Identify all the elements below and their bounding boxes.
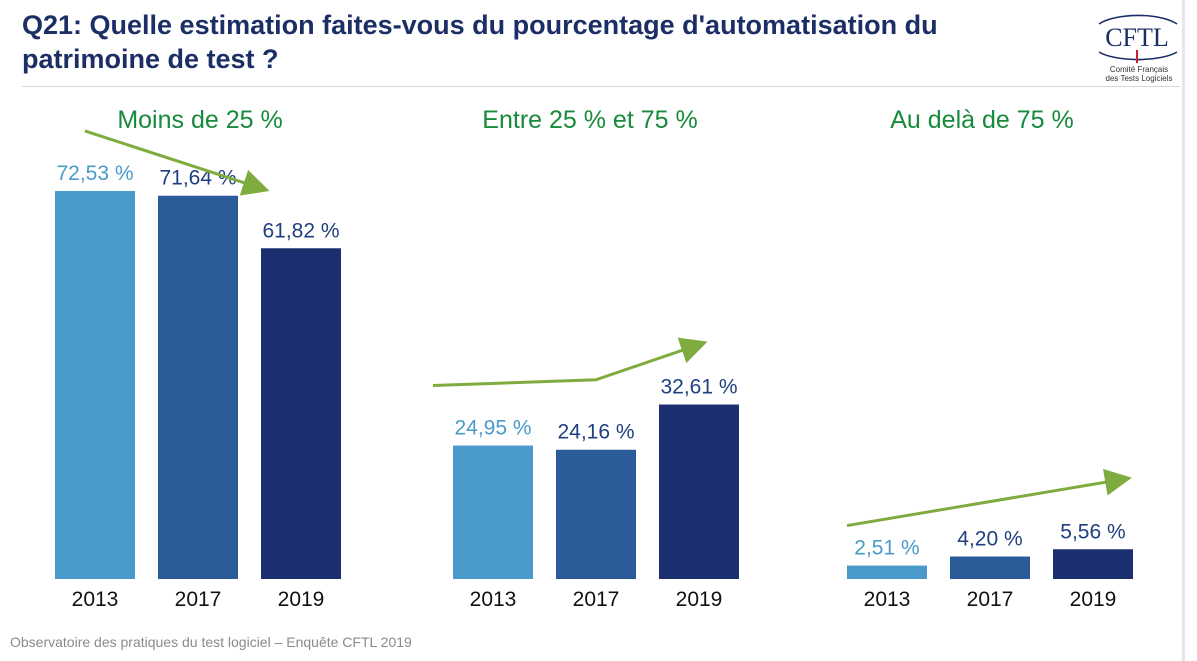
category-label-1-2019: 2019 bbox=[278, 588, 325, 611]
bar-1-2017 bbox=[158, 195, 238, 579]
bar-2-2013 bbox=[453, 445, 533, 579]
value-label-1-2019: 61,82 % bbox=[262, 219, 339, 242]
trend-arrow-1 bbox=[84, 129, 270, 196]
group-title-3: Au delà de 75 % bbox=[890, 106, 1073, 134]
category-label-2-2013: 2013 bbox=[470, 588, 517, 611]
value-label-3-2013: 2,51 % bbox=[854, 537, 919, 560]
bar-3-2013 bbox=[847, 565, 927, 579]
value-label-2-2013: 24,95 % bbox=[454, 417, 531, 440]
bar-3-2017 bbox=[950, 556, 1030, 579]
logo-caption-2: des Tests Logiciels bbox=[1105, 74, 1173, 83]
group-title-2: Entre 25 % et 75 % bbox=[482, 106, 697, 134]
bar-1-2019 bbox=[261, 248, 341, 579]
category-label-2-2019: 2019 bbox=[676, 588, 723, 611]
logo-caption-1: Comité Français bbox=[1109, 65, 1169, 74]
slide-footer: Observatoire des pratiques du test logic… bbox=[10, 634, 412, 650]
value-label-1-2013: 72,53 % bbox=[56, 162, 133, 185]
value-label-2-2019: 32,61 % bbox=[660, 376, 737, 399]
group-title-1: Moins de 25 % bbox=[117, 106, 282, 134]
value-label-1-2017: 71,64 % bbox=[159, 167, 236, 190]
category-label-3-2013: 2013 bbox=[864, 588, 911, 611]
category-label-3-2017: 2017 bbox=[967, 588, 1014, 611]
value-label-2-2017: 24,16 % bbox=[557, 421, 634, 444]
trend-arrow-2 bbox=[432, 337, 708, 388]
category-label-3-2019: 2019 bbox=[1070, 588, 1117, 611]
bar-3-2019 bbox=[1053, 549, 1133, 579]
cftl-logo-mark: CFTL bbox=[1091, 14, 1184, 63]
bar-2-2019 bbox=[659, 404, 739, 579]
value-label-3-2017: 4,20 % bbox=[957, 528, 1022, 551]
category-label-2-2017: 2017 bbox=[573, 588, 620, 611]
title-divider bbox=[22, 86, 1180, 87]
slide-edge bbox=[1182, 0, 1185, 661]
category-label-1-2013: 2013 bbox=[72, 588, 119, 611]
category-label-1-2017: 2017 bbox=[175, 588, 222, 611]
slide-title: Q21: Quelle estimation faites-vous du po… bbox=[22, 10, 938, 74]
bar-1-2013 bbox=[55, 190, 135, 580]
cftl-logo: CFTL Comité Français des Tests Logiciels bbox=[1085, 2, 1190, 84]
cftl-logo-letters: CFTL bbox=[1105, 23, 1169, 52]
value-label-3-2019: 5,56 % bbox=[1060, 520, 1125, 543]
trend-arrow-3 bbox=[846, 468, 1132, 528]
bar-2-2017 bbox=[556, 449, 636, 579]
